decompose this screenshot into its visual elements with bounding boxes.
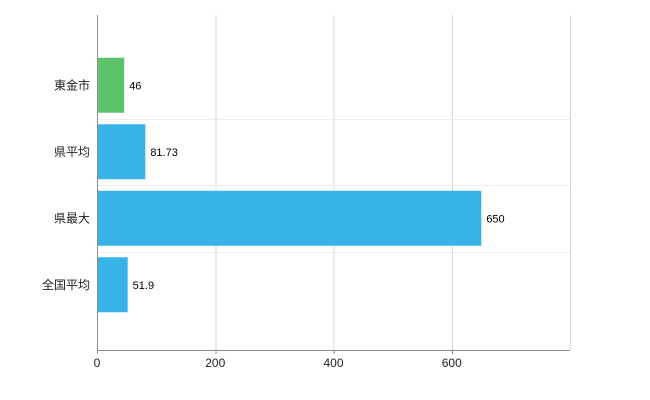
bar-value-label: 46 [129, 80, 141, 92]
category-label: 全国平均 [42, 277, 90, 292]
category-label: 県平均 [54, 145, 90, 159]
bar-1 [97, 124, 146, 180]
x-tick-label: 400 [323, 356, 343, 370]
category-label: 県最大 [54, 211, 90, 225]
bar-value-label: 650 [486, 213, 504, 225]
bar-0 [97, 57, 125, 113]
bar-2 [97, 190, 482, 246]
bar-3 [97, 257, 128, 313]
x-tick-label: 200 [205, 356, 225, 370]
x-tick-label: 600 [442, 356, 462, 370]
bar-value-label: 51.9 [133, 280, 154, 292]
category-label: 東金市 [54, 77, 90, 92]
bar-value-label: 81.73 [150, 147, 178, 159]
x-tick-label: 0 [94, 356, 101, 370]
